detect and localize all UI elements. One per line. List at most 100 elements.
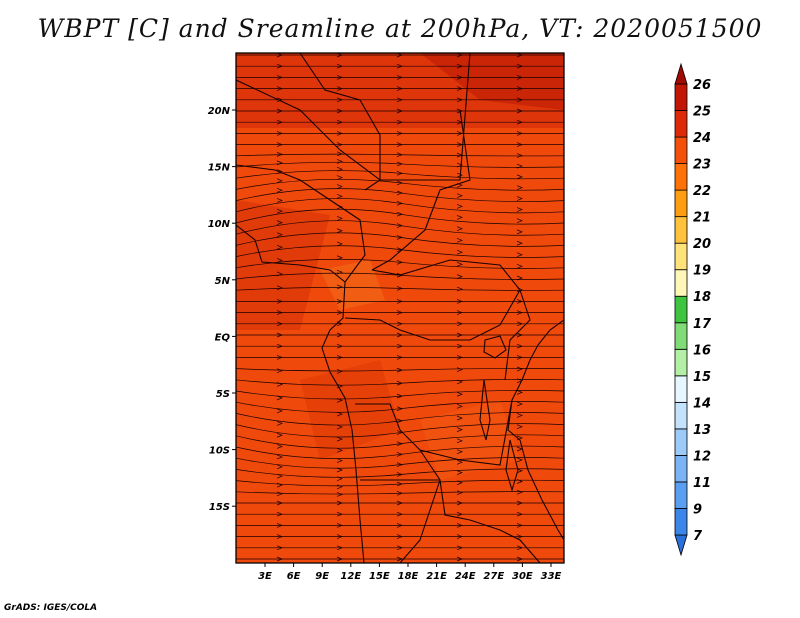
streamline-arrow: [396, 299, 403, 304]
streamline-arrow: [456, 545, 463, 551]
streamline-arrow: [336, 343, 343, 349]
streamline-arrow: [456, 490, 463, 496]
streamline-arrow: [516, 413, 523, 418]
lat-tick-label: 20N: [208, 106, 231, 117]
streamline-arrow: [396, 161, 403, 167]
streamline-arrow: [456, 193, 463, 199]
lat-tick-label: 15S: [209, 502, 230, 513]
streamline-arrow: [396, 286, 403, 291]
longitude-axis: 3E 6E 9E 12E 15E 18E 21E 24E 27E 30E 33E: [258, 563, 562, 582]
lake-malawi: [505, 439, 519, 492]
streamline: [236, 178, 564, 191]
streamline-arrow: [456, 438, 463, 444]
streamline-arrow: [276, 97, 283, 103]
streamline-arrow: [516, 275, 523, 281]
streamline-arrow: [516, 86, 523, 91]
border-chad-sudan: [371, 109, 471, 271]
streamline-arrow: [396, 223, 403, 228]
streamline-arrow: [396, 523, 403, 528]
streamline-arrow: [396, 393, 403, 399]
streamline-arrow: [516, 153, 523, 158]
streamline-arrow: [516, 489, 523, 495]
streamline: [236, 198, 564, 214]
latitude-axis: 20N 15N 10N 5N EQ 5S 10S 15S: [208, 106, 236, 513]
colorbar-label: 13: [693, 423, 711, 438]
streamline-arrow: [276, 395, 283, 401]
streamline-arrow: [276, 178, 283, 184]
streamline-arrow: [336, 534, 343, 539]
streamline-arrow: [276, 142, 283, 147]
streamline-arrow: [336, 166, 343, 172]
map-title: WBPT [C] and Sreamline at 200hPa, VT: 20…: [37, 14, 763, 43]
colorbar-segment: [674, 508, 688, 536]
streamline-arrow: [396, 170, 403, 176]
colorbar-segment: [674, 481, 688, 509]
streamline-arrow: [516, 556, 523, 562]
streamline: [236, 245, 564, 258]
streamline-arrow: [456, 500, 463, 506]
streamline-arrow: [456, 162, 463, 168]
streamline-arrow: [336, 241, 343, 247]
streamline-arrow: [276, 491, 283, 497]
colorbar-label: 23: [693, 158, 711, 173]
streamline-arrow: [396, 201, 403, 206]
streamline-arrow: [336, 424, 343, 430]
lon-tick-label: 12E: [340, 571, 361, 582]
streamline-arrow: [516, 468, 523, 474]
streamline-arrow: [516, 218, 523, 223]
colorbar-segment: [674, 348, 688, 377]
colorbar-label: 7: [693, 529, 703, 544]
streamline-arrow: [516, 479, 523, 484]
streamline-arrow: [396, 53, 403, 58]
streamline-arrow: [456, 534, 463, 539]
streamline-arrow: [336, 216, 343, 221]
colorbar-max-arrow: [674, 62, 688, 85]
border-central-africa: [371, 259, 521, 291]
streamline-arrow: [276, 368, 283, 373]
streamline-arrow: [276, 511, 283, 517]
streamline-arrow: [396, 380, 403, 386]
streamlines: [236, 53, 564, 562]
streamline-arrow: [456, 511, 463, 517]
lat-tick-label: 5N: [215, 276, 231, 287]
streamline-arrow: [276, 258, 283, 263]
streamline-arrow: [276, 534, 283, 539]
streamline-arrow: [456, 249, 463, 255]
streamline-arrow: [456, 480, 463, 486]
lon-tick-label: 9E: [315, 571, 329, 582]
streamline: [236, 379, 564, 386]
streamline-arrow: [336, 75, 343, 80]
streamline-arrow: [396, 452, 403, 457]
colorbar-label: 19: [693, 264, 711, 279]
colorbar-label: 21: [693, 211, 711, 226]
streamline-arrow: [516, 207, 523, 212]
streamline-arrow: [276, 482, 283, 488]
streamline-arrow: [516, 366, 523, 372]
lon-tick-label: 21E: [426, 571, 447, 582]
streamline-arrow: [396, 63, 403, 69]
colorbar-segment: [674, 295, 688, 324]
streamline-arrow: [336, 411, 343, 417]
streamline-arrow: [276, 421, 283, 426]
streamline-arrow: [276, 556, 283, 562]
streamline-arrow: [336, 332, 343, 338]
border-congo: [344, 289, 521, 341]
streamline: [236, 491, 564, 495]
streamline: [236, 153, 564, 157]
border-southwest: [399, 449, 441, 563]
lon-tick-label: 27E: [483, 571, 504, 582]
streamline-arrow: [276, 152, 283, 157]
colorbar-label: 14: [693, 396, 711, 411]
border-east: [504, 289, 531, 381]
streamline-arrow: [516, 424, 523, 430]
streamline-arrow: [396, 367, 403, 373]
streamline-arrow: [336, 436, 343, 442]
streamline-arrow: [276, 108, 283, 114]
streamline-arrow: [276, 545, 283, 551]
streamline-arrow: [336, 142, 343, 147]
colorbar-segment: [674, 401, 688, 430]
streamline-arrow: [336, 108, 343, 114]
streamline-arrow: [516, 264, 523, 269]
streamline-arrow: [516, 142, 523, 147]
coastlines-borders: [236, 53, 564, 563]
